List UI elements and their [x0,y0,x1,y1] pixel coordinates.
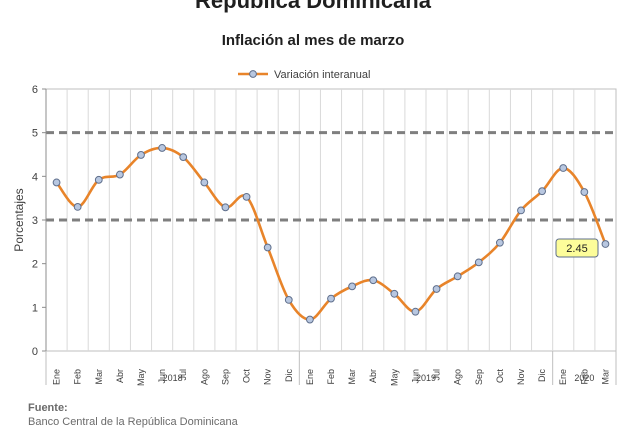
y-tick-label: 6 [32,84,38,96]
data-point [580,188,589,196]
data-point [453,272,462,281]
data-point [390,289,399,298]
footer-source: Banco Central de la República Dominicana [28,416,238,428]
y-tick-label: 4 [32,171,38,183]
chart-title: República Dominicana [195,0,431,13]
data-point [348,282,357,291]
x-tick-label: Jul [178,369,188,381]
y-tick-label: 0 [32,346,38,358]
x-tick-label: Nov [263,369,273,386]
x-tick-label: Oct [495,369,505,384]
data-point [411,307,420,316]
y-tick-label: 5 [32,128,38,140]
data-point [517,206,525,215]
y-tick-label: 1 [32,302,38,314]
x-tick-label: Ago [199,369,209,385]
x-tick-label: Ago [453,369,463,385]
x-tick-label: Mar [94,369,104,385]
chart-subtitle: Inflación al mes de marzo [221,32,405,49]
x-tick-label: Feb [73,369,83,385]
x-tick-label: Mar [600,369,610,385]
y-tick-label: 3 [32,215,38,227]
legend-label: Variación interanual [274,69,370,81]
x-tick-label: Mar [347,369,357,385]
y-axis-label: Porcentajes [12,188,26,251]
data-point [495,238,504,247]
x-tick-label: Nov [516,369,526,386]
data-point [601,240,610,248]
x-tick-label: May [136,369,146,387]
data-point [115,170,124,179]
x-tick-label: Oct [242,369,252,384]
footer-label: Fuente: [28,402,68,414]
x-tick-label: Jul [432,369,442,381]
x-tick-label: Abr [115,369,125,383]
x-tick-label: Ene [52,369,62,385]
y-tick-label: 2 [32,259,38,271]
data-point [305,315,314,324]
x-tick-label: May [389,369,399,387]
series-line [55,146,607,321]
annotation-box [555,238,599,258]
data-point [327,294,335,303]
data-point [432,285,441,293]
data-point [474,258,483,267]
annotation-label: 2.45 [566,243,587,255]
year-label: 2020 [574,373,594,383]
x-tick-label: Dic [284,369,294,382]
year-label: 2019 [416,373,436,383]
x-tick-label: Feb [579,369,589,385]
data-point [73,203,82,211]
data-point [369,276,378,285]
x-tick-label: Jun [157,369,167,384]
x-tick-label: Dic [537,369,547,382]
data-point [137,151,145,159]
data-point [263,243,272,252]
x-tick-label: Feb [326,369,336,385]
year-label: 2018 [163,373,183,383]
data-point [200,178,209,187]
x-tick-label: Jun [410,369,420,384]
data-point [94,175,103,184]
data-point [284,296,293,304]
x-tick-label: Ene [305,369,315,385]
data-point [158,144,167,152]
x-tick-label: Sep [474,369,484,385]
x-tick-label: Ene [558,369,568,385]
data-point [538,187,547,196]
data-point [179,153,188,162]
x-tick-label: Sep [220,369,230,385]
legend-marker [249,70,257,78]
data-point [559,164,568,172]
x-tick-label: Abr [368,369,378,383]
data-point [52,178,61,187]
data-point [242,192,251,201]
data-point [221,203,230,212]
